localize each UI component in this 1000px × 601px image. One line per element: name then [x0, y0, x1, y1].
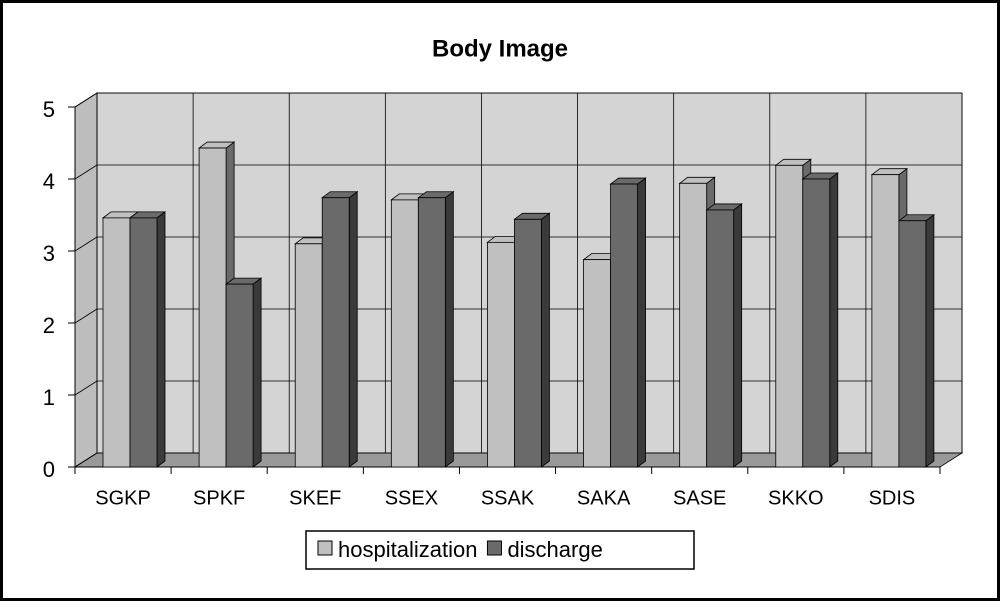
bar — [128, 211, 167, 468]
bar — [897, 213, 936, 468]
y-tick-label: 3 — [43, 241, 55, 266]
grid-line — [74, 380, 98, 396]
bar-side — [348, 190, 358, 468]
bar-front — [679, 182, 708, 468]
bar — [321, 190, 359, 468]
bar — [609, 177, 647, 468]
bar-front — [198, 147, 227, 468]
bar-front — [390, 199, 419, 468]
bar-front — [802, 178, 831, 468]
y-tick-label: 1 — [43, 385, 55, 410]
legend-swatch — [486, 540, 502, 556]
x-tick-label: SKEF — [289, 487, 341, 509]
chart-title: Body Image — [432, 35, 568, 62]
y-tick-label: 0 — [43, 457, 55, 482]
grid-line — [74, 236, 98, 252]
legend-label: hospitalization — [338, 537, 477, 562]
bar-front — [514, 218, 542, 468]
x-tick-label: SKKO — [768, 487, 824, 509]
bar — [705, 203, 743, 468]
x-tick-label: SDIS — [869, 487, 916, 509]
bar-front — [610, 183, 638, 468]
legend-label: discharge — [507, 537, 602, 562]
bar-front — [129, 217, 158, 468]
grid-line — [74, 452, 98, 468]
bar-front — [225, 283, 254, 468]
bar-side — [541, 212, 550, 468]
legend-swatch — [317, 540, 333, 556]
bar — [224, 277, 263, 468]
bar-front — [102, 217, 131, 468]
x-tick-label: SGKP — [95, 487, 151, 509]
bar-front — [898, 220, 927, 468]
bar — [513, 212, 551, 468]
bar — [417, 190, 455, 468]
grid-line — [74, 164, 98, 180]
bar-side — [156, 211, 166, 468]
x-tick-label: SPKF — [193, 487, 245, 509]
x-tick-label: SASE — [673, 487, 726, 509]
x-tick-label: SSEX — [385, 487, 438, 509]
bar-front — [417, 197, 446, 468]
x-tick-label: SSAK — [481, 487, 535, 509]
bar-side — [733, 203, 743, 468]
bar — [801, 172, 839, 468]
bar-side — [829, 172, 839, 468]
x-tick-label: SAKA — [577, 487, 631, 509]
y-tick-label: 5 — [43, 97, 55, 122]
bar-front — [871, 174, 900, 468]
side-wall — [74, 92, 98, 468]
bar-front — [321, 197, 350, 468]
bar-front — [775, 164, 804, 468]
bar-front — [706, 209, 735, 468]
grid-line — [74, 92, 98, 108]
y-tick-label: 2 — [43, 313, 55, 338]
bar-side — [444, 190, 454, 468]
grid-line — [74, 308, 98, 324]
y-tick-label: 4 — [43, 169, 55, 194]
bar-front — [487, 241, 515, 468]
bar-side — [925, 213, 935, 468]
bar-front — [294, 243, 323, 468]
bar-side — [252, 277, 262, 468]
bar-front — [583, 259, 611, 468]
bar-side — [637, 177, 646, 468]
